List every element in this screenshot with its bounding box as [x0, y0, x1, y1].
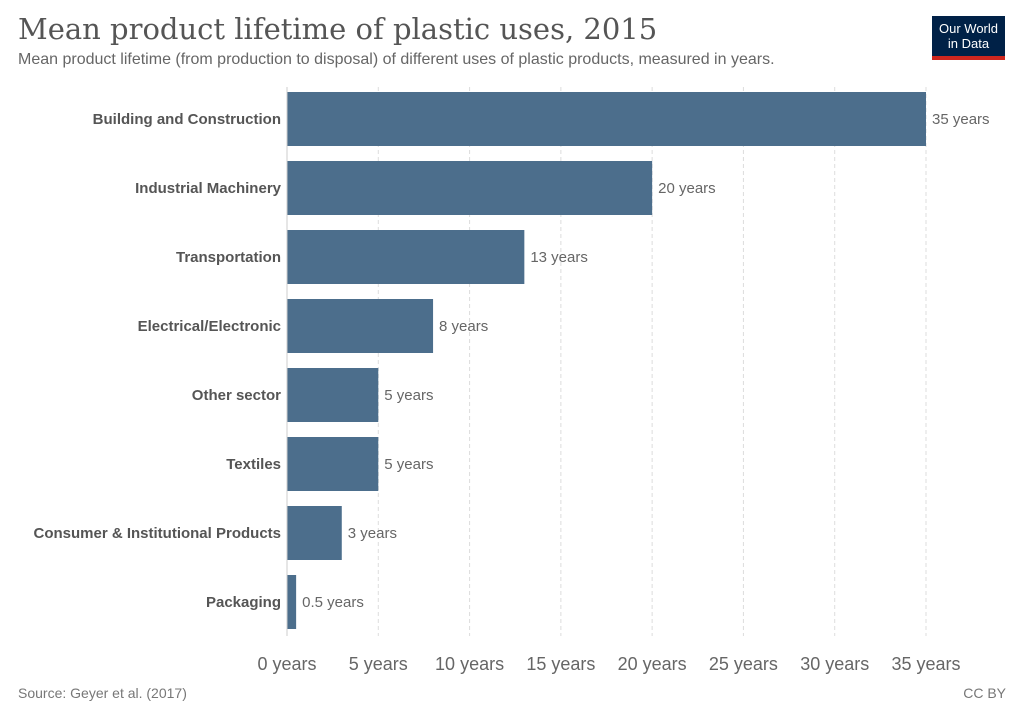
category-label: Textiles — [226, 456, 281, 473]
bar — [287, 299, 434, 353]
logo-line-2: in Data — [947, 36, 990, 51]
value-label: 35 years — [932, 111, 990, 128]
x-tick-label: 25 years — [709, 654, 778, 674]
value-label: 0.5 years — [302, 594, 364, 611]
bar — [287, 230, 525, 284]
x-tick-label: 5 years — [349, 654, 408, 674]
bar — [287, 506, 342, 560]
license-link[interactable]: CC BY — [963, 685, 1006, 701]
chart-title: Mean product lifetime of plastic uses, 2… — [18, 12, 658, 46]
logo-line-1: Our World — [939, 21, 998, 36]
value-label: 20 years — [658, 180, 716, 197]
bar — [287, 575, 297, 629]
bar — [287, 92, 926, 146]
value-label: 3 years — [348, 525, 397, 542]
value-label: 5 years — [384, 456, 433, 473]
owid-logo[interactable]: Our World in Data — [932, 16, 1005, 60]
x-tick-label: 20 years — [618, 654, 687, 674]
x-tick-label: 15 years — [526, 654, 595, 674]
category-label: Industrial Machinery — [135, 180, 282, 197]
source-note: Source: Geyer et al. (2017) — [18, 685, 187, 701]
category-label: Building and Construction — [93, 111, 281, 128]
bar — [287, 161, 653, 215]
value-label: 5 years — [384, 387, 433, 404]
value-label: 13 years — [530, 249, 588, 266]
x-tick-label: 35 years — [891, 654, 960, 674]
x-tick-label: 10 years — [435, 654, 504, 674]
bar — [287, 437, 379, 491]
chart-subtitle: Mean product lifetime (from production t… — [18, 51, 775, 68]
value-label: 8 years — [439, 318, 488, 335]
x-tick-label: 30 years — [800, 654, 869, 674]
category-label: Other sector — [192, 387, 281, 404]
bar — [287, 368, 379, 422]
category-label: Packaging — [206, 594, 281, 611]
x-tick-label: 0 years — [257, 654, 316, 674]
category-label: Electrical/Electronic — [138, 318, 281, 335]
category-label: Consumer & Institutional Products — [33, 525, 281, 542]
category-label: Transportation — [176, 249, 281, 266]
